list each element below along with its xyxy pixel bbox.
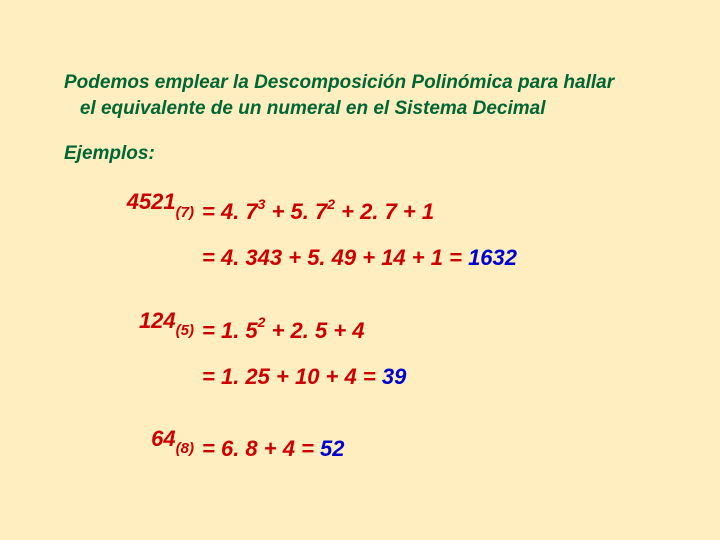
example-steps: = 6. 8 + 4 = 52 xyxy=(202,426,656,472)
exp-part: = 1. 5 xyxy=(202,318,258,343)
example-row: 64(8) = 6. 8 + 4 = 52 xyxy=(64,426,656,472)
exp-part: + 5. 7 xyxy=(265,199,327,224)
expansion-line: = 6. 8 + 4 = 52 xyxy=(202,426,656,472)
example-2: 124(5) = 1. 52 + 2. 5 + 4 = 1. 25 + 10 +… xyxy=(64,308,656,400)
result-value: 1632 xyxy=(468,245,517,270)
intro-line-2: el equivalente de un numeral en el Siste… xyxy=(80,98,546,119)
numeral-lhs: 64(8) xyxy=(64,426,202,455)
example-3: 64(8) = 6. 8 + 4 = 52 xyxy=(64,426,656,472)
examples-label: Ejemplos: xyxy=(64,143,656,165)
result-value: 52 xyxy=(320,436,344,461)
exp-sup: 2 xyxy=(327,196,335,212)
result-value: 39 xyxy=(382,364,406,389)
intro-text: Podemos emplear la Descomposición Polinó… xyxy=(64,70,656,121)
intro-line-1: Podemos emplear la Descomposición Polinó… xyxy=(64,72,614,93)
numeral-value: 64 xyxy=(151,426,175,451)
exp-part: = 4. 7 xyxy=(202,199,258,224)
exp-sup: 3 xyxy=(258,196,266,212)
numeral-lhs: 4521(7) xyxy=(64,189,202,218)
result-line: = 1. 25 + 10 + 4 = 39 xyxy=(202,354,656,400)
example-row: 4521(7) = 4. 73 + 5. 72 + 2. 7 + 1 = 4. … xyxy=(64,189,656,281)
numeral-base: (7) xyxy=(176,204,194,221)
slide: Podemos emplear la Descomposición Polinó… xyxy=(0,0,720,540)
numeral-value: 124 xyxy=(139,308,176,333)
step2-pre: = 4. 343 + 5. 49 + 14 + 1 = xyxy=(202,245,468,270)
example-steps: = 1. 52 + 2. 5 + 4 = 1. 25 + 10 + 4 = 39 xyxy=(202,308,656,400)
step2-pre: = 1. 25 + 10 + 4 = xyxy=(202,364,382,389)
numeral-value: 4521 xyxy=(127,189,176,214)
numeral-base: (5) xyxy=(176,322,194,339)
numeral-base: (8) xyxy=(176,440,194,457)
expansion-line: = 1. 52 + 2. 5 + 4 xyxy=(202,308,656,354)
expansion-line: = 4. 73 + 5. 72 + 2. 7 + 1 xyxy=(202,189,656,235)
example-steps: = 4. 73 + 5. 72 + 2. 7 + 1 = 4. 343 + 5.… xyxy=(202,189,656,281)
result-line: = 4. 343 + 5. 49 + 14 + 1 = 1632 xyxy=(202,235,656,281)
example-row: 124(5) = 1. 52 + 2. 5 + 4 = 1. 25 + 10 +… xyxy=(64,308,656,400)
exp-part: + 2. 7 + 1 xyxy=(335,199,434,224)
numeral-lhs: 124(5) xyxy=(64,308,202,337)
example-1: 4521(7) = 4. 73 + 5. 72 + 2. 7 + 1 = 4. … xyxy=(64,189,656,281)
exp-sup: 2 xyxy=(258,314,266,330)
exp-part: = 6. 8 + 4 = xyxy=(202,436,320,461)
exp-part: + 2. 5 + 4 xyxy=(265,318,364,343)
